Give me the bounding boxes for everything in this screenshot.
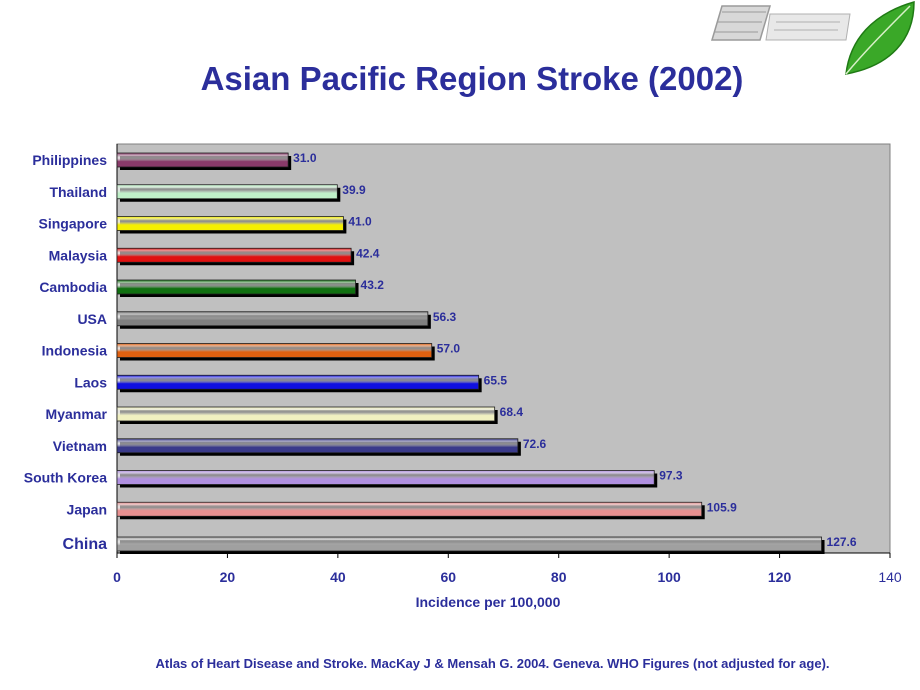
bar-value-label: 41.0 bbox=[348, 215, 372, 229]
x-tick-label: 80 bbox=[551, 569, 567, 585]
bar-value-label: 72.6 bbox=[523, 437, 547, 451]
bar-value-label: 39.9 bbox=[342, 183, 366, 197]
bar bbox=[116, 438, 519, 454]
y-tick-label: Philippines bbox=[32, 152, 107, 168]
y-tick-label: Malaysia bbox=[49, 247, 108, 263]
bar-value-label: 65.5 bbox=[484, 373, 508, 387]
x-tick-label: 100 bbox=[657, 569, 681, 585]
bar-value-label: 56.3 bbox=[433, 310, 457, 324]
x-tick-label: 140 bbox=[878, 569, 902, 585]
logo-badge bbox=[710, 5, 851, 41]
bar-chart: 0 20 40 60 80 100 120 140 Philippines Thailand Si… bbox=[24, 143, 902, 610]
y-tick-label: Indonesia bbox=[42, 343, 108, 359]
logo bbox=[710, 1, 915, 75]
bar bbox=[116, 470, 655, 485]
y-tick-label: USA bbox=[77, 311, 107, 327]
bar bbox=[116, 374, 480, 390]
y-tick-label: Thailand bbox=[49, 184, 107, 200]
bar-value-label: 42.4 bbox=[356, 246, 380, 260]
leaf-icon bbox=[845, 1, 915, 75]
y-tick-label: Myanmar bbox=[46, 406, 108, 422]
bar bbox=[116, 501, 703, 517]
bar bbox=[116, 279, 356, 295]
y-tick-label: China bbox=[63, 536, 108, 553]
bar bbox=[116, 216, 344, 231]
y-tick-label: Japan bbox=[67, 501, 107, 517]
x-axis-label: Incidence per 100,000 bbox=[416, 594, 561, 610]
source-note: Atlas of Heart Disease and Stroke. MacKa… bbox=[155, 656, 830, 671]
bar bbox=[116, 343, 433, 358]
bars bbox=[116, 152, 825, 554]
bar-value-label: 105.9 bbox=[707, 500, 737, 514]
x-tick-label: 0 bbox=[113, 569, 121, 585]
bar bbox=[116, 536, 822, 552]
bar bbox=[116, 311, 429, 327]
bar-value-label: 97.3 bbox=[659, 469, 683, 483]
bar-value-label: 57.0 bbox=[437, 342, 461, 356]
y-tick-label: Cambodia bbox=[39, 279, 107, 295]
x-tick-label: 60 bbox=[440, 569, 456, 585]
x-axis-ticks: 0 20 40 60 80 100 120 140 bbox=[113, 553, 902, 585]
x-tick-label: 20 bbox=[220, 569, 236, 585]
x-tick-label: 40 bbox=[330, 569, 346, 585]
bar bbox=[116, 406, 496, 422]
y-axis-labels: Philippines Thailand Singapore Malaysia Camb… bbox=[24, 152, 108, 553]
x-tick-label: 120 bbox=[768, 569, 792, 585]
y-tick-label: Singapore bbox=[39, 216, 108, 232]
bar-value-label: 127.6 bbox=[827, 535, 857, 549]
page-title: Asian Pacific Region Stroke (2002) bbox=[200, 60, 744, 97]
bar-value-label: 31.0 bbox=[293, 151, 317, 165]
bar bbox=[116, 184, 338, 200]
y-tick-label: Laos bbox=[74, 374, 107, 390]
bar bbox=[116, 152, 289, 168]
y-tick-label: South Korea bbox=[24, 470, 107, 486]
y-tick-label: Vietnam bbox=[53, 438, 107, 454]
bar bbox=[116, 247, 352, 263]
bar-value-label: 68.4 bbox=[500, 405, 524, 419]
value-labels: 31.0 39.9 41.0 42.4 43.2 56.3 57.0 65.5 68.4 72.6… bbox=[293, 151, 857, 549]
bar-value-label: 43.2 bbox=[361, 278, 385, 292]
